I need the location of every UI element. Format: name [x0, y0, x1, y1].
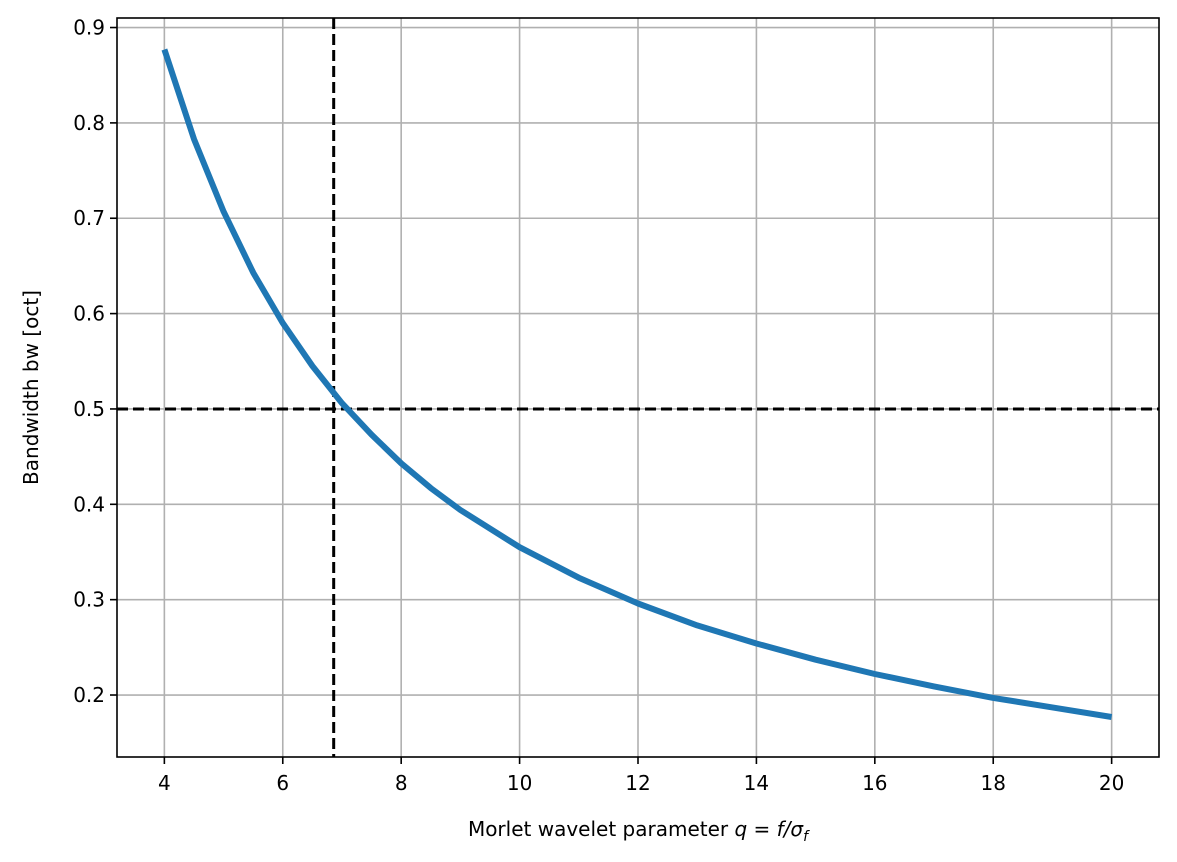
x-tick-label: 14 — [744, 771, 769, 795]
y-tick-label: 0.7 — [73, 206, 105, 230]
y-tick-label: 0.4 — [73, 492, 105, 516]
x-tick-label: 6 — [276, 771, 289, 795]
x-axis-label-text: Morlet wavelet parameter — [468, 817, 735, 841]
x-tick-label: 10 — [507, 771, 532, 795]
x-tick-label: 16 — [862, 771, 887, 795]
x-tick-label: 20 — [1099, 771, 1124, 795]
x-tick-label: 18 — [981, 771, 1006, 795]
x-tick-label: 12 — [625, 771, 650, 795]
y-tick-label: 0.9 — [73, 16, 105, 40]
x-tick-label: 4 — [158, 771, 171, 795]
y-tick-label: 0.2 — [73, 683, 105, 707]
x-axis-label-subscript: f — [803, 829, 810, 845]
y-tick-label: 0.6 — [73, 302, 105, 326]
x-axis-label: Morlet wavelet parameter q = f/σf — [468, 817, 810, 845]
y-tick-label: 0.3 — [73, 588, 105, 612]
x-tick-label: 8 — [395, 771, 408, 795]
x-axis-label-math: q = f/σ — [734, 817, 804, 841]
grid-lines — [117, 18, 1159, 757]
y-tick-label: 0.8 — [73, 111, 105, 135]
series-layer — [161, 48, 1113, 720]
y-axis-ticks: 0.2 0.3 0.4 0.5 0.6 0.7 0.8 0.9 — [73, 16, 117, 707]
reference-lines — [117, 18, 1159, 757]
x-axis-ticks: 4 6 8 10 12 14 16 18 20 — [158, 757, 1124, 795]
y-tick-label: 0.5 — [73, 397, 105, 421]
bandwidth-curve — [161, 48, 1113, 720]
y-axis-label: Bandwidth bw [oct] — [19, 290, 43, 485]
